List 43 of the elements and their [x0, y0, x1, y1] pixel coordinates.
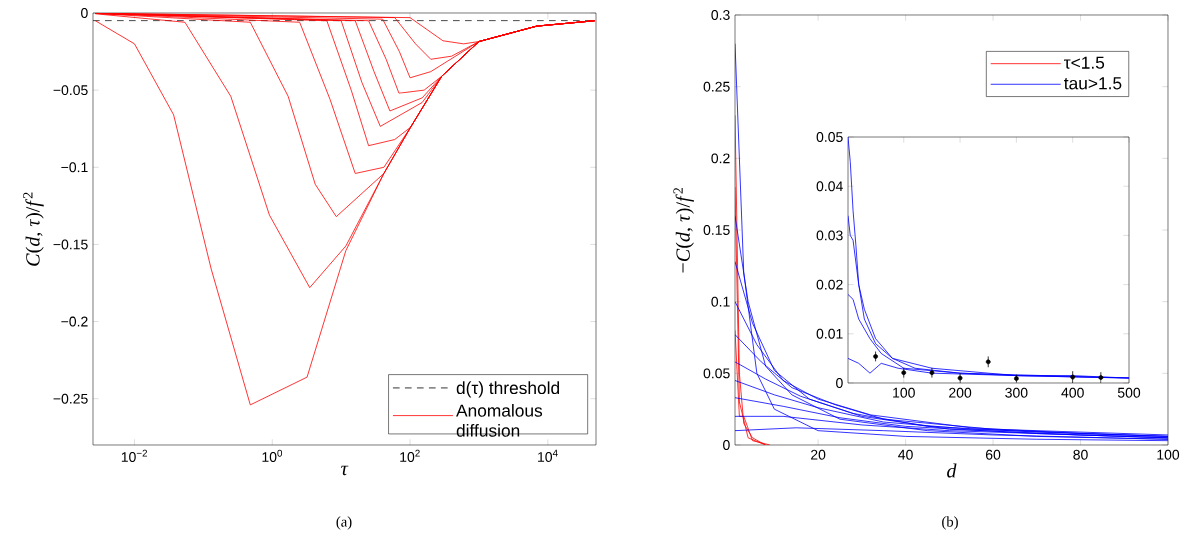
text: (a) [336, 516, 352, 530]
y-tick-label: 0.05 [816, 132, 843, 142]
x-tick-label: 10$^{0}$ [262, 449, 283, 462]
x-tick-label: 20 [811, 449, 826, 460]
x-tick-label: 200 [949, 387, 972, 398]
x-tick-label: 300 [1005, 387, 1028, 398]
y-tick-label: 0 [836, 378, 843, 388]
y-tick-label: 0.1 [711, 296, 730, 307]
y-tick-label: −0.2 [61, 316, 88, 327]
y-tick-label: 0.2 [711, 153, 730, 164]
y-tick-label: 0 [723, 440, 730, 450]
x-tick-label: 10$^{−2}$ [121, 449, 148, 462]
x-tick-label: 100 [1157, 449, 1180, 460]
y-tick-label: 0 [81, 8, 88, 18]
y-tick-label: 0.25 [703, 81, 730, 92]
y-tick-label: −0.15 [53, 239, 88, 250]
x-tick-label: 60 [985, 449, 1001, 460]
y-tick-label: 0.3 [711, 10, 730, 20]
y-tick-label: 0.05 [703, 368, 730, 379]
legend-label: Anomalous diffusion [456, 404, 543, 437]
x-tick-label: 40 [898, 449, 913, 460]
legend-label: tau>1.5 [1064, 77, 1122, 90]
y-tick-label: −0.05 [53, 85, 88, 96]
x-axis-title: d [947, 463, 957, 478]
legend-label: d(τ) threshold [456, 381, 560, 398]
x-tick-label: 400 [1061, 387, 1084, 398]
y-tick-label: 0.04 [816, 181, 843, 192]
x-tick-label: 10$^{4}$ [538, 449, 558, 462]
y-tick-label: 0.03 [816, 230, 843, 241]
x-tick-label: 10$^{2}$ [400, 449, 420, 462]
x-axis-title: τ [341, 465, 349, 476]
y-tick-label: −0.1 [61, 162, 88, 173]
legend-label: τ<1.5 [1064, 56, 1105, 69]
x-tick-label: 500 [1117, 387, 1141, 398]
x-tick-label: 80 [1073, 449, 1088, 460]
text: −C(d, τ)/f$^{2}$ [673, 187, 694, 273]
y-tick-label: 0.02 [816, 279, 843, 290]
x-tick-label: 100 [893, 387, 915, 398]
y-tick-label: 0.15 [703, 225, 730, 235]
text: (b) [942, 516, 958, 530]
y-axis-title: C(d, τ)/f$^{2}$ [23, 192, 44, 266]
y-tick-label: −0.25 [53, 393, 88, 404]
y-tick-label: 0.01 [816, 328, 843, 339]
